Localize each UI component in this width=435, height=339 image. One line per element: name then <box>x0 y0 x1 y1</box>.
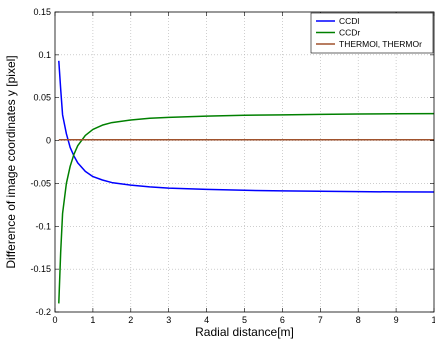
grid <box>55 12 434 312</box>
x-tick-label: 9 <box>394 315 399 325</box>
y-tick-label: 0.15 <box>33 7 51 17</box>
y-tick-label: -0.1 <box>35 221 51 231</box>
y-tick-label: 0 <box>46 136 51 146</box>
y-tick-label: -0.15 <box>30 264 51 274</box>
x-tick-label: 0 <box>52 315 57 325</box>
x-tick-label: 6 <box>280 315 285 325</box>
y-tick-label: -0.2 <box>35 307 51 317</box>
x-tick-label: 4 <box>204 315 209 325</box>
legend-label: THERMOl, THERMOr <box>339 39 422 49</box>
x-tick-label: 2 <box>128 315 133 325</box>
series-layer <box>58 60 435 304</box>
x-tick-label: 8 <box>356 315 361 325</box>
x-tick-label: 3 <box>166 315 171 325</box>
y-tick-label: 0.05 <box>33 93 51 103</box>
legend-label: CCDl <box>339 16 359 26</box>
y-tick-label: 0.1 <box>38 50 51 60</box>
x-tick-label: 1 <box>431 315 435 325</box>
x-tick-label: 1 <box>90 315 95 325</box>
legend-label: CCDr <box>339 28 360 38</box>
x-axis-title: Radial distance[m] <box>195 325 294 339</box>
series-line-0 <box>58 60 435 193</box>
x-tick-label: 7 <box>318 315 323 325</box>
series-line-1 <box>58 112 435 304</box>
y-tick-label: -0.05 <box>30 178 51 188</box>
x-tick-label: 5 <box>242 315 247 325</box>
y-axis-title: Difference of image coordinates y [pixel… <box>4 55 18 268</box>
tick-labels: 0 1 2 3 4 5 6 7 8 9 1 0.15 0.1 0.05 0 -0.05 -0.1 -0.15 -0.… <box>30 7 435 325</box>
